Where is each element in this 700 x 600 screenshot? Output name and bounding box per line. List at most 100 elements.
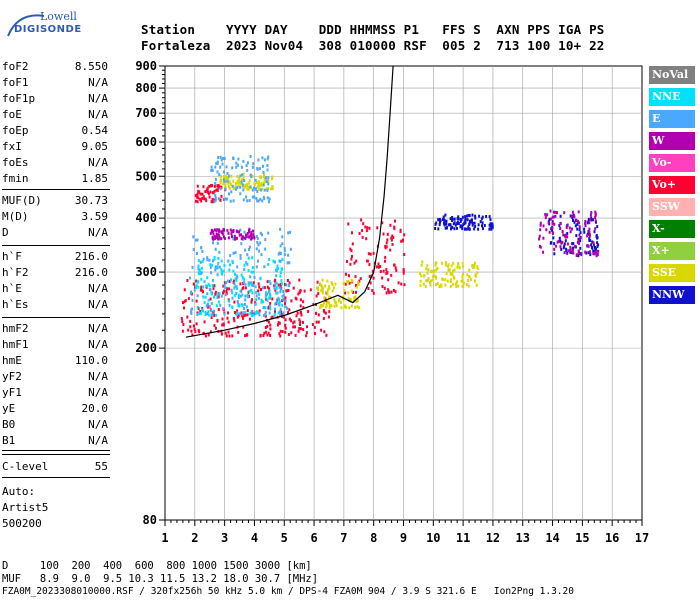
echo-point <box>243 268 246 271</box>
echo-point <box>243 230 246 234</box>
echo-point <box>236 309 239 313</box>
echo-point <box>203 301 206 305</box>
echo-point <box>244 298 247 302</box>
echo-point <box>538 234 541 238</box>
echo-point <box>197 259 200 263</box>
echo-point <box>246 168 249 172</box>
echo-point <box>477 223 480 227</box>
echo-point <box>554 244 557 248</box>
echo-point <box>233 282 236 286</box>
echo-point <box>299 304 302 308</box>
echo-point <box>471 213 474 217</box>
echo-point <box>206 312 209 316</box>
echo-point <box>386 238 389 242</box>
param-value: 30.73 <box>74 194 108 207</box>
echo-point <box>578 225 581 229</box>
echo-point <box>444 219 447 223</box>
echo-point <box>216 241 219 245</box>
echo-point <box>217 261 220 265</box>
echo-point <box>264 178 267 182</box>
echo-point <box>227 259 230 263</box>
echo-point <box>546 213 549 217</box>
echo-point <box>250 270 253 274</box>
echo-point <box>250 281 253 285</box>
echo-point <box>251 174 254 178</box>
echo-point <box>357 280 360 284</box>
echo-point <box>218 265 221 269</box>
echo-point <box>196 195 199 199</box>
echo-point <box>595 249 598 253</box>
echo-point <box>549 209 552 213</box>
echo-point <box>330 304 333 308</box>
param-row-foes: foEs N/A <box>2 156 108 172</box>
echo-point <box>566 235 569 239</box>
echo-point <box>402 268 405 272</box>
echo-point <box>192 282 195 286</box>
echo-point <box>297 292 300 296</box>
param-name: B0 <box>2 418 16 431</box>
echo-point <box>571 242 574 246</box>
echo-point <box>342 297 345 301</box>
echo-point <box>238 179 241 183</box>
echo-point <box>247 269 250 273</box>
echo-point <box>274 310 276 314</box>
echo-point <box>570 227 573 231</box>
echo-point <box>471 223 474 227</box>
echo-point <box>252 162 255 166</box>
echo-point <box>288 261 291 265</box>
echo-point <box>347 222 350 226</box>
echo-point <box>256 199 259 203</box>
echo-point <box>468 227 471 231</box>
echo-point <box>197 196 200 200</box>
echo-point <box>292 325 295 329</box>
echo-point <box>466 214 469 218</box>
echo-point <box>357 282 360 286</box>
echo-point <box>592 249 595 253</box>
echo-point <box>467 284 470 288</box>
param-row-foep: foEp 0.54 <box>2 124 108 140</box>
echo-point <box>224 331 227 335</box>
echo-point <box>459 218 462 221</box>
echo-point <box>344 272 347 276</box>
echo-point <box>553 247 556 251</box>
echo-point <box>242 159 245 163</box>
echo-point <box>231 259 234 263</box>
echo-point <box>195 322 198 326</box>
logo-digisonde: DIGISONDE <box>14 24 82 35</box>
echo-point <box>215 313 218 317</box>
echo-point <box>548 230 551 234</box>
echo-point <box>594 227 597 231</box>
echo-point <box>348 306 351 310</box>
echo-point <box>388 291 391 295</box>
echo-point <box>232 317 235 320</box>
echo-point <box>551 226 554 230</box>
echo-point <box>227 279 229 283</box>
echo-point <box>196 294 199 298</box>
echo-point <box>315 294 318 298</box>
echo-point <box>277 321 280 325</box>
echo-point <box>250 288 253 292</box>
echo-point <box>346 280 349 284</box>
param-row-fof1p: foF1p N/A <box>2 92 108 108</box>
echo-point <box>323 296 326 300</box>
echo-point <box>213 313 216 317</box>
echo-point <box>468 268 471 272</box>
param-name: h`F2 <box>2 266 29 279</box>
echo-point <box>350 257 353 261</box>
echo-point <box>278 300 281 304</box>
echo-point <box>425 279 428 283</box>
header-values: Fortaleza 2023 Nov04 308 010000 RSF 005 … <box>141 38 605 53</box>
echo-point <box>265 187 268 191</box>
echo-point <box>590 243 593 247</box>
echo-point <box>306 325 308 329</box>
echo-point <box>226 179 229 183</box>
param-name: MUF(D) <box>2 194 42 207</box>
param-value: 1.85 <box>81 172 109 185</box>
echo-point <box>456 222 459 226</box>
echo-point <box>282 290 285 293</box>
echo-point <box>367 287 370 290</box>
echo-point <box>579 246 582 250</box>
echo-point <box>264 247 267 251</box>
echo-point <box>253 186 255 190</box>
echo-point <box>255 247 258 251</box>
